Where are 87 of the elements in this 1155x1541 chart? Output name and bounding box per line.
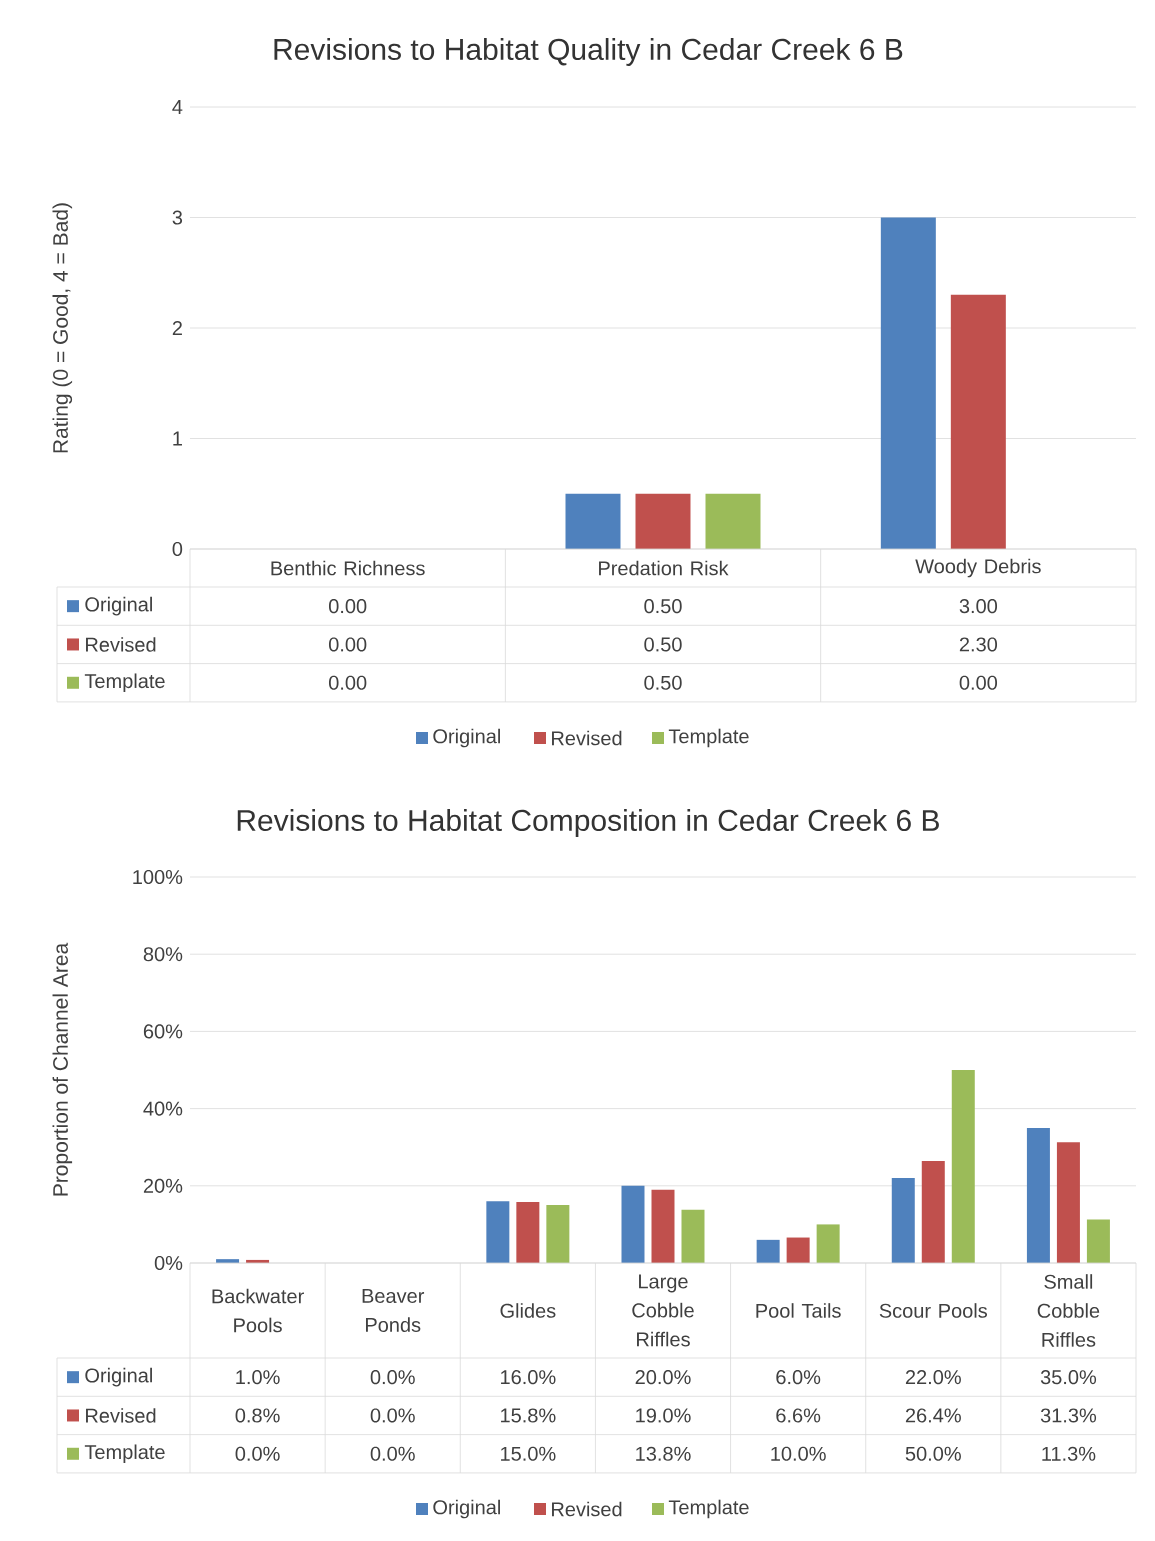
x-tick-label: Woody Debris [915,558,1041,578]
data-label: 35.0% [1040,1370,1097,1385]
bar [816,1224,840,1264]
data-label: 10.0% [771,1446,826,1461]
x-tick-label: Pool Tails [756,1303,841,1318]
data-label: 0.0% [235,1446,280,1461]
x-tick-label: Predation Risk [599,560,729,576]
legend-label: Revised [86,1408,156,1423]
data-label: 0.00 [328,675,367,690]
data-label: 0.50 [644,599,682,614]
chart-title: Revisions to Habitat Quality in Cedar Creek 6 B [274,38,903,66]
text: Revised [552,1501,622,1517]
bar [891,1178,915,1264]
bar [486,1201,510,1264]
x-tick-label: Backwater Pools [212,1288,304,1333]
data-label: 6.6% [776,1408,821,1423]
bar [951,1070,975,1264]
data-label: 3.00 [959,599,998,614]
y-tick-label: 0 [172,541,183,557]
bar [516,1202,540,1264]
x-tick-label: Large Cobble Riffles [632,1274,694,1347]
y-tick-label: 2 [172,321,182,335]
y-axis-title: Rating (0 = Good, 4 = Bad) [52,203,73,453]
data-label: 26.4% [905,1408,961,1423]
legend-label: Original [85,1367,152,1387]
x-tick-label: Small Cobble Riffles [1037,1274,1100,1347]
y-tick-label: 80% [143,947,183,962]
legend-label: Template [668,1499,749,1519]
data-label: 16.0% [501,1370,556,1385]
bar [880,217,936,550]
y-tick-label: 1 [173,431,182,446]
bar [921,1161,945,1264]
y-tick-label: 20% [143,1178,183,1193]
data-label: 0.0% [370,1446,415,1461]
y-axis-title: Proportion of Channel Area [52,942,73,1196]
data-label: 19.0% [636,1408,691,1423]
data-label: 0.00 [328,637,367,652]
data-label: 1.0% [236,1370,280,1385]
x-tick-label: Scour Pools [879,1303,988,1318]
text: Original [433,1499,500,1519]
bar [1086,1219,1110,1264]
bar [565,493,621,550]
data-label: 15.0% [501,1446,556,1461]
text: Template [84,1444,165,1464]
bar [786,1237,810,1264]
bar [621,1185,645,1264]
bar [1056,1142,1080,1264]
data-label: 20.0% [635,1370,691,1385]
bar [681,1209,705,1264]
legend-label: Original [433,728,500,748]
data-label: 0.00 [959,675,998,690]
data-label: 50.0% [905,1446,961,1461]
y-tick-label: 100% [133,869,183,885]
legend-label: Template [668,728,749,748]
bar [705,493,761,550]
y-tick-label: 40% [143,1101,183,1116]
data-label: 0.8% [235,1408,280,1423]
bar [635,493,691,550]
x-tick-label: Glides [500,1303,556,1318]
data-label: 31.3% [1040,1408,1097,1423]
data-label: 6.0% [776,1370,821,1385]
x-tick-label: Benthic Richness [271,560,425,576]
y-tick-label: 3 [172,210,183,225]
data-label: 11.3% [1042,1446,1096,1461]
text: Original [85,596,152,616]
data-label: 0.00 [328,599,367,614]
text: Template [84,673,165,693]
x-tick-label: Beaver Ponds [362,1289,425,1332]
data-label: 0.0% [370,1408,415,1423]
bar [1026,1127,1050,1264]
data-label: 2.30 [959,637,998,652]
bar [546,1205,570,1264]
bar [950,294,1006,550]
chart-title: Revisions to Habitat Composition in Cedar Creek 6 B [237,809,939,837]
data-label: 13.8% [636,1446,691,1461]
y-tick-label: 4 [172,100,183,114]
legend-label: Revised [552,730,622,746]
bar [651,1189,675,1264]
data-label: 0.50 [644,675,682,690]
data-label: 0.0% [370,1370,415,1385]
data-label: 22.0% [905,1370,961,1385]
data-label: 15.8% [501,1408,556,1423]
data-label: 0.50 [644,637,682,652]
y-tick-label: 60% [143,1024,183,1039]
y-tick-label: 0% [154,1255,183,1271]
bar [756,1239,780,1264]
text: Revised [86,637,156,652]
